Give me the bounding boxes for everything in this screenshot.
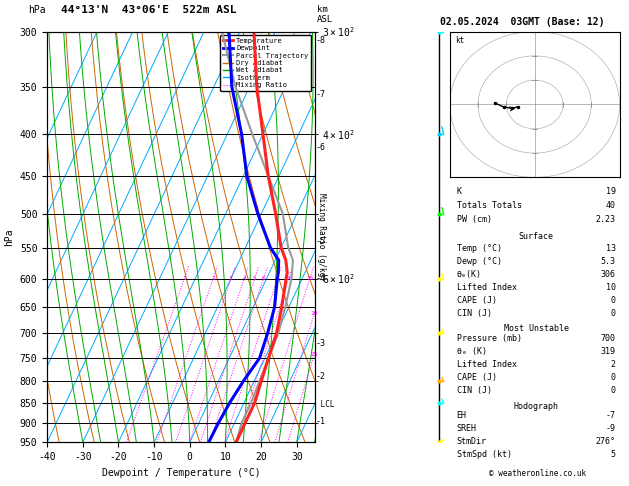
Text: StmDir: StmDir <box>457 437 487 446</box>
Text: θₑ (K): θₑ (K) <box>457 347 487 356</box>
Text: 2: 2 <box>211 277 215 281</box>
Text: 15: 15 <box>306 277 313 281</box>
Text: Hodograph: Hodograph <box>514 402 559 411</box>
Text: 10: 10 <box>606 283 616 292</box>
Text: 2: 2 <box>611 360 616 369</box>
Text: θₑ(K): θₑ(K) <box>457 270 482 278</box>
Text: CIN (J): CIN (J) <box>457 386 492 395</box>
Text: 20: 20 <box>311 311 318 316</box>
Text: -1: -1 <box>316 417 326 426</box>
Text: 700: 700 <box>601 333 616 343</box>
Text: LCL: LCL <box>316 400 335 409</box>
Text: 276°: 276° <box>596 437 616 446</box>
Text: 40: 40 <box>606 201 616 210</box>
Text: 19: 19 <box>606 188 616 196</box>
Text: -6: -6 <box>316 143 326 152</box>
Text: CIN (J): CIN (J) <box>457 309 492 318</box>
Text: 10: 10 <box>285 277 292 281</box>
Text: © weatheronline.co.uk: © weatheronline.co.uk <box>489 469 586 479</box>
Text: 02.05.2024  03GMT (Base: 12): 02.05.2024 03GMT (Base: 12) <box>440 17 605 27</box>
Text: Lifted Index: Lifted Index <box>457 360 516 369</box>
Text: 1: 1 <box>182 277 186 281</box>
Text: km
ASL: km ASL <box>317 5 333 24</box>
Text: -8: -8 <box>316 36 326 46</box>
Text: -5: -5 <box>316 237 326 245</box>
Text: Surface: Surface <box>519 232 554 241</box>
Text: K: K <box>457 188 462 196</box>
Text: -3: -3 <box>316 339 326 348</box>
Text: 5: 5 <box>253 277 257 281</box>
Text: 5: 5 <box>611 450 616 459</box>
Text: 306: 306 <box>601 270 616 278</box>
Legend: Temperature, Dewpoint, Parcel Trajectory, Dry Adiabat, Wet Adiabat, Isotherm, Mi: Temperature, Dewpoint, Parcel Trajectory… <box>220 35 311 91</box>
Text: PW (cm): PW (cm) <box>457 215 492 224</box>
Text: StmSpd (kt): StmSpd (kt) <box>457 450 511 459</box>
Text: Mixing Ratio (g/kg): Mixing Ratio (g/kg) <box>317 193 326 281</box>
Text: -9: -9 <box>606 424 616 433</box>
Text: CAPE (J): CAPE (J) <box>457 296 497 305</box>
Y-axis label: hPa: hPa <box>4 228 14 246</box>
Text: 3: 3 <box>229 277 233 281</box>
Text: Temp (°C): Temp (°C) <box>457 243 502 253</box>
Text: 0: 0 <box>611 296 616 305</box>
Text: CAPE (J): CAPE (J) <box>457 373 497 382</box>
Text: 0: 0 <box>611 386 616 395</box>
Text: 0: 0 <box>611 309 616 318</box>
Text: 0: 0 <box>611 373 616 382</box>
Text: 319: 319 <box>601 347 616 356</box>
Text: Dewp (°C): Dewp (°C) <box>457 257 502 266</box>
Text: SREH: SREH <box>457 424 477 433</box>
Text: 2.23: 2.23 <box>596 215 616 224</box>
Text: -2: -2 <box>316 372 326 381</box>
Text: kt: kt <box>455 36 464 45</box>
Text: Totals Totals: Totals Totals <box>457 201 521 210</box>
Text: Most Unstable: Most Unstable <box>504 324 569 332</box>
Text: Lifted Index: Lifted Index <box>457 283 516 292</box>
Text: 5.3: 5.3 <box>601 257 616 266</box>
Text: 8: 8 <box>276 277 279 281</box>
Text: 4: 4 <box>242 277 246 281</box>
Text: hPa: hPa <box>28 5 46 15</box>
Text: Pressure (mb): Pressure (mb) <box>457 333 521 343</box>
Text: 6: 6 <box>262 277 265 281</box>
Text: 13: 13 <box>606 243 616 253</box>
Text: -7: -7 <box>606 411 616 420</box>
Text: EH: EH <box>457 411 467 420</box>
Text: 44°13'N  43°06'E  522m ASL: 44°13'N 43°06'E 522m ASL <box>60 5 236 15</box>
X-axis label: Dewpoint / Temperature (°C): Dewpoint / Temperature (°C) <box>101 468 260 478</box>
Text: -7: -7 <box>316 90 326 99</box>
Text: 25: 25 <box>311 351 318 357</box>
Text: -4: -4 <box>316 274 326 283</box>
